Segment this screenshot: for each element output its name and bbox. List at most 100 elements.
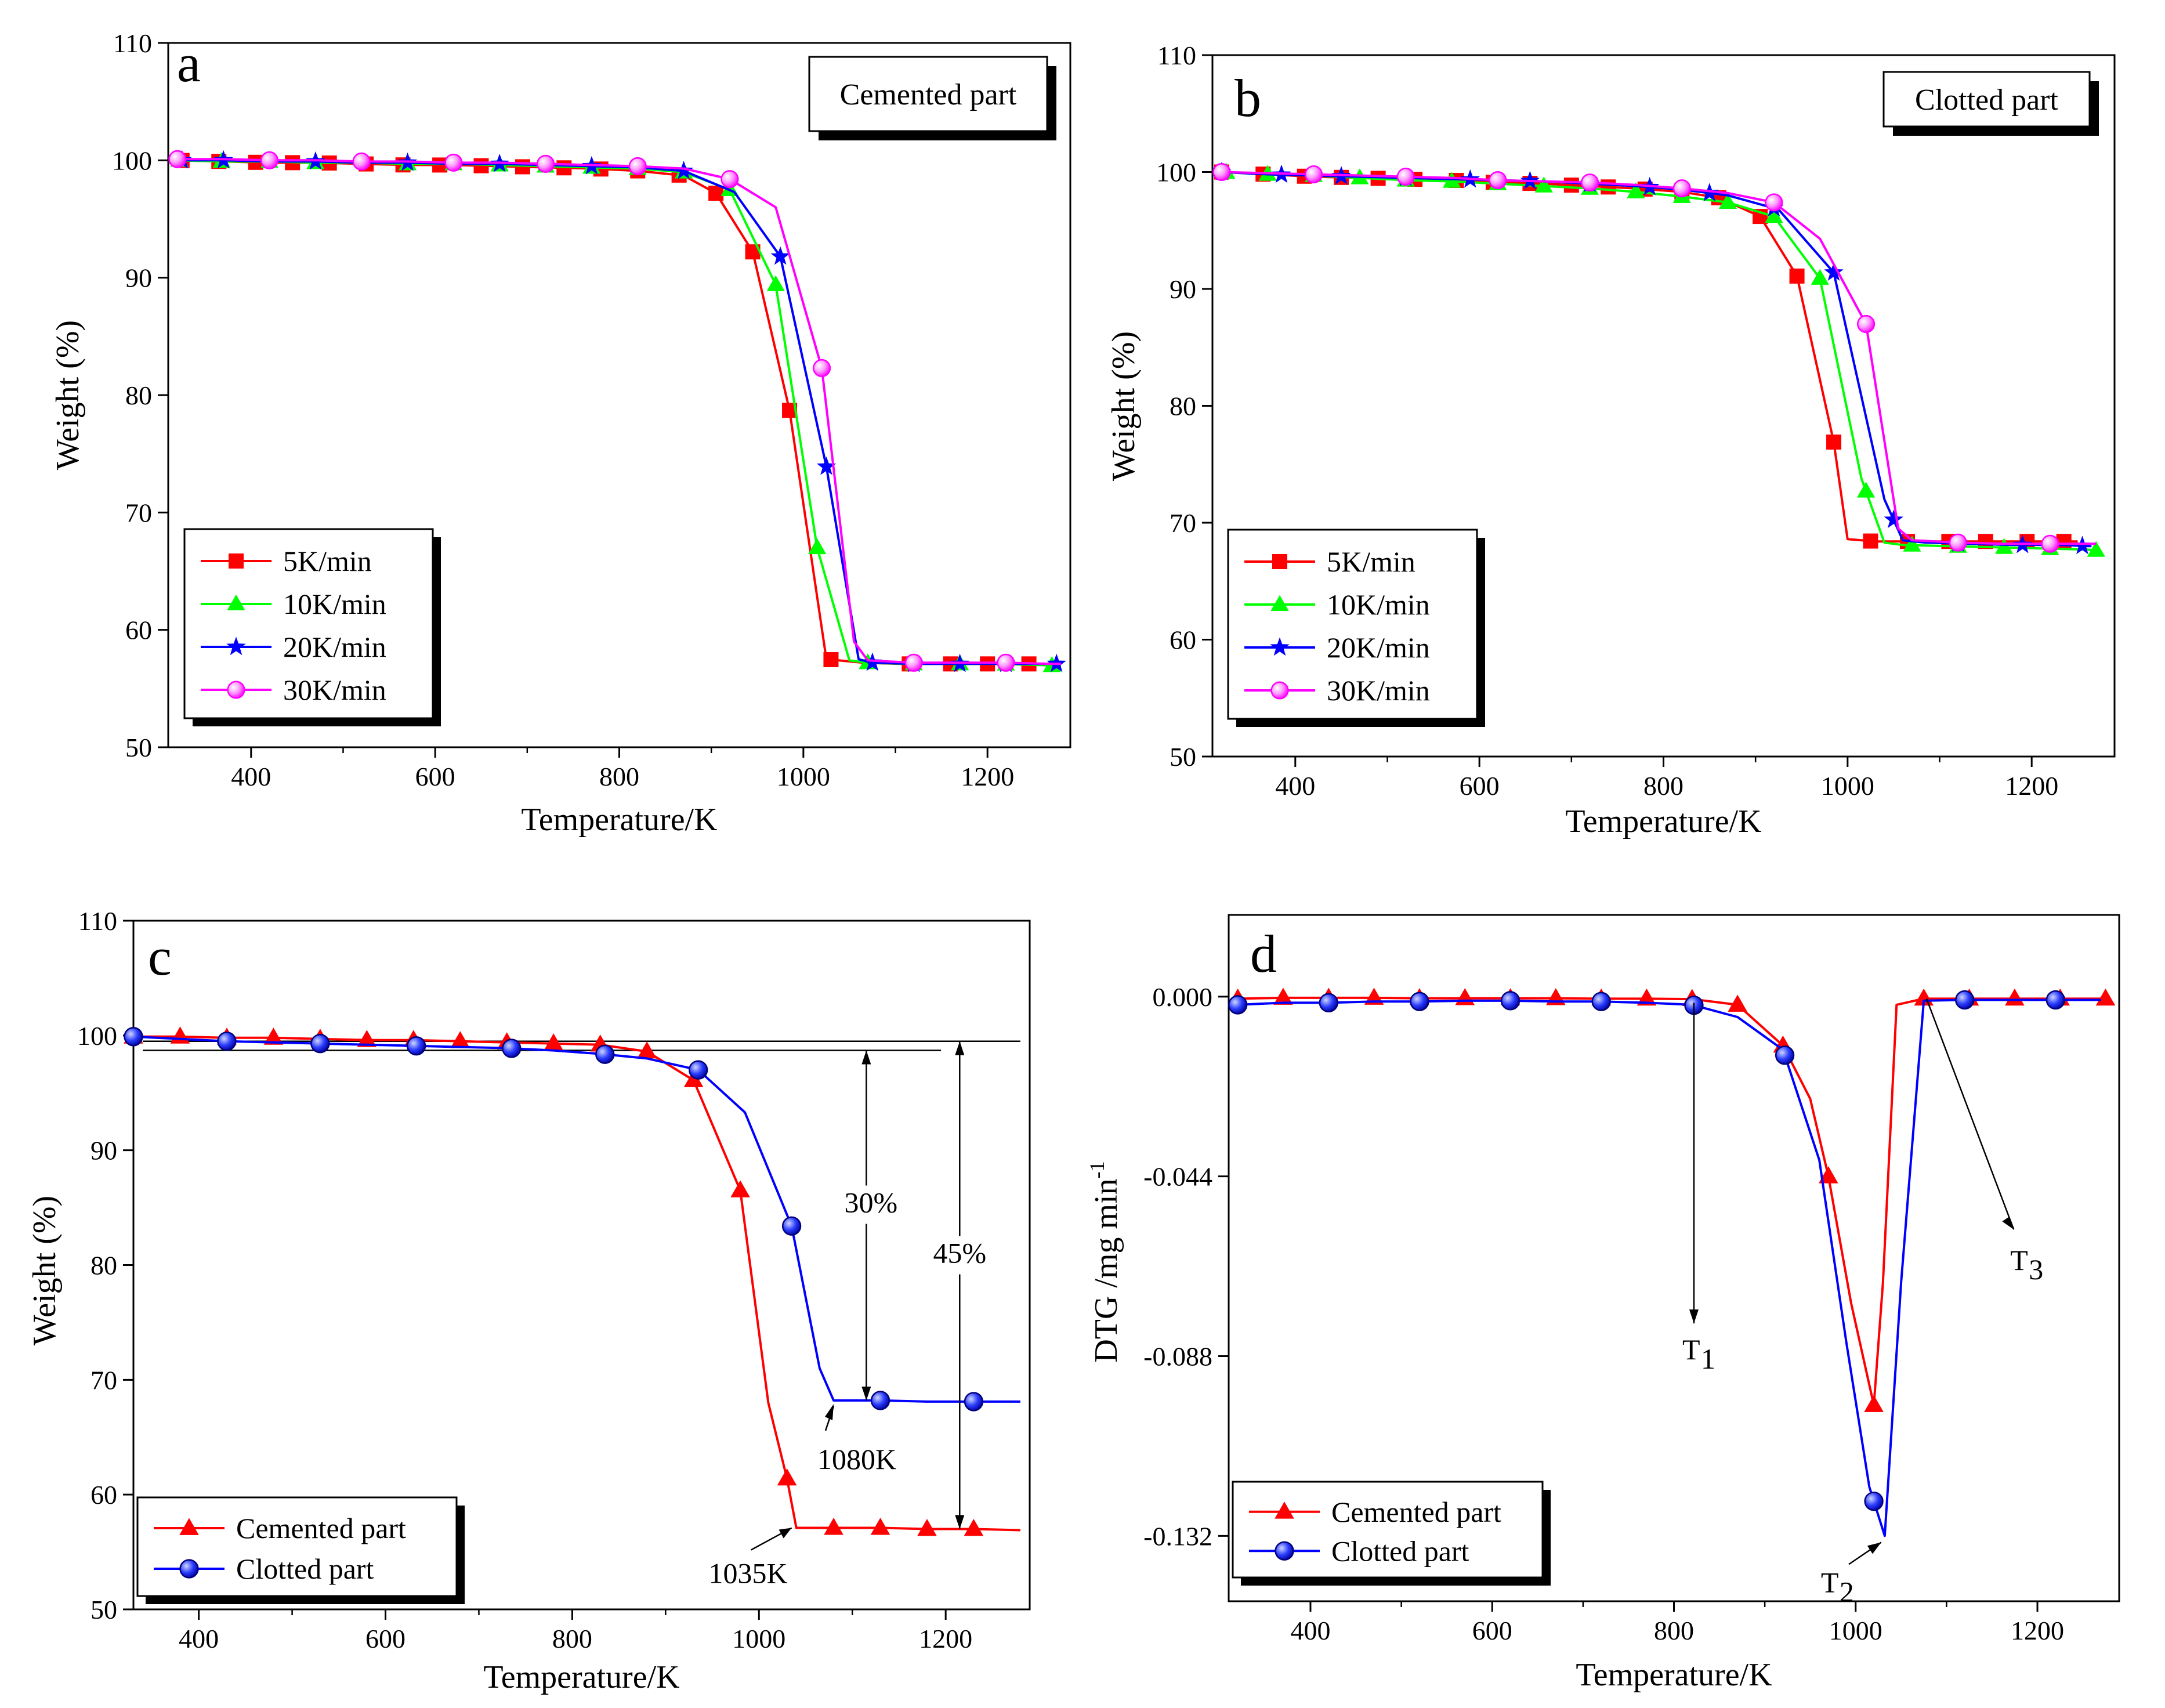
data-point	[871, 1392, 889, 1410]
data-point	[537, 155, 554, 172]
y-tick-label: 80	[90, 1251, 117, 1280]
data-point	[906, 654, 922, 671]
y-tick-label: 100	[1156, 158, 1196, 187]
data-point	[125, 1027, 143, 1045]
panel-b: 400 600 800 1000 1200 50 60 70 80 90 100 110 Tempera…	[1106, 41, 2115, 839]
arrow-45pct-head-bottom	[955, 1515, 964, 1529]
y-axis-title: Weight (%)	[27, 1196, 63, 1345]
legend-entry-label: 30K/min	[1327, 674, 1430, 707]
data-point	[629, 158, 646, 175]
y-tick-label: 60	[1170, 625, 1196, 655]
label-t3-subscript: 3	[2029, 1253, 2043, 1286]
legend-entry-label: Cemented part	[1331, 1496, 1501, 1528]
panel-letter: d	[1250, 924, 1277, 983]
data-point	[218, 1032, 236, 1050]
data-point	[689, 1061, 707, 1079]
x-tick-label: 1200	[919, 1624, 972, 1653]
legend-entry-label: Clotted part	[236, 1553, 374, 1585]
data-point	[2005, 989, 2025, 1005]
y-tick-label: 110	[113, 28, 152, 58]
data-point	[1229, 996, 1247, 1014]
legend: Cemented part Clotted part	[137, 1497, 465, 1604]
data-point	[261, 152, 278, 169]
arrow-t1-head	[1689, 1309, 1699, 1323]
series-line	[1222, 172, 2078, 542]
x-tick-label: 800	[552, 1624, 592, 1653]
y-axis-title-text: DTG /mg min	[1088, 1178, 1124, 1362]
x-tick-label: 800	[1643, 771, 1684, 801]
y-tick-label: -0.088	[1143, 1342, 1212, 1372]
y-tick-label: 50	[1170, 742, 1196, 772]
data-point	[1776, 1046, 1794, 1064]
data-point	[1790, 269, 1805, 284]
data-point	[1398, 168, 1414, 185]
data-point	[353, 153, 370, 170]
label-1035k: 1035K	[709, 1557, 788, 1590]
data-point	[2096, 989, 2116, 1005]
data-point	[1214, 164, 1230, 180]
x-tick-label: 800	[599, 762, 639, 791]
y-tick-label: 0.000	[1153, 982, 1213, 1012]
x-tick-label: 1000	[732, 1624, 785, 1653]
y-tick-label: -0.044	[1143, 1162, 1212, 1192]
series-cemented-part	[1228, 987, 2115, 1412]
y-axis-title: DTG /mg min-1	[1085, 1161, 1124, 1362]
data-point	[917, 1519, 937, 1536]
panel-letter: c	[148, 927, 172, 986]
y-tick-label: 100	[77, 1021, 117, 1051]
label-1080k: 1080K	[817, 1443, 896, 1475]
data-point	[1865, 1492, 1883, 1510]
y-tick-label: -0.132	[1143, 1521, 1212, 1551]
panel-a: 400 600 800 1000 1200 50 60 70 80 90 100 110 Tempera…	[50, 28, 1070, 838]
label-t2-subscript: 2	[1840, 1575, 1854, 1608]
label-t1-subscript: 1	[1701, 1342, 1715, 1375]
y-axis-title: Weight (%)	[1106, 331, 1142, 481]
y-tick-label: 50	[125, 733, 152, 762]
y-tick-label: 110	[78, 906, 117, 936]
label-t2: T	[1821, 1566, 1839, 1598]
y-axis-title-superscript: -1	[1085, 1161, 1109, 1178]
arrow-45pct-head-top	[955, 1041, 964, 1055]
data-point	[1826, 435, 1841, 450]
y-tick-label: 50	[90, 1595, 117, 1624]
y-tick-label: 60	[90, 1480, 117, 1510]
x-tick-label: 600	[1472, 1616, 1512, 1645]
x-tick-label: 800	[1654, 1616, 1694, 1645]
panel-box-label: Clotted part	[1915, 84, 2059, 117]
data-point	[1411, 993, 1429, 1011]
pointer-1080k-head	[825, 1404, 834, 1420]
x-tick-label: 400	[231, 762, 271, 791]
x-axis-title: Temperature/K	[483, 1659, 679, 1695]
y-tick-label: 70	[1170, 508, 1196, 538]
legend-swatch-marker	[180, 1560, 198, 1578]
legend-entry-label: Clotted part	[1331, 1535, 1469, 1567]
data-point	[871, 1518, 890, 1535]
legend-swatch-marker	[1276, 1542, 1294, 1560]
y-tick-label: 80	[1170, 392, 1196, 421]
x-tick-label: 400	[179, 1624, 219, 1653]
x-tick-label: 1000	[777, 762, 830, 791]
data-point	[1674, 180, 1690, 197]
data-point	[171, 1026, 190, 1043]
series-line	[1238, 1000, 2101, 1536]
pointer-1035k-head	[779, 1528, 792, 1539]
data-point	[1564, 178, 1579, 193]
data-point	[2073, 535, 2092, 554]
data-point	[502, 1040, 520, 1058]
x-tick-label: 600	[1460, 771, 1500, 801]
panel-d: 400 600 800 1000 1200 0.000 -0.044 -0.088 -0.132…	[1085, 915, 2119, 1693]
panel-box-label: Cemented part	[840, 78, 1017, 111]
label-t1: T	[1682, 1333, 1700, 1366]
data-point	[722, 171, 738, 187]
panel-letter: b	[1234, 68, 1261, 128]
data-point	[1490, 172, 1507, 189]
data-point	[2042, 535, 2059, 552]
arrow-30pct-head-bottom	[861, 1387, 871, 1401]
x-tick-label: 400	[1290, 1616, 1330, 1645]
data-point	[808, 538, 826, 554]
data-point	[2047, 991, 2065, 1009]
panel-letter: a	[177, 34, 201, 93]
label-45pct: 45%	[933, 1237, 986, 1269]
y-axis-title-text: Weight (%)	[1106, 331, 1142, 481]
y-axis-title: Weight (%)	[50, 320, 86, 470]
